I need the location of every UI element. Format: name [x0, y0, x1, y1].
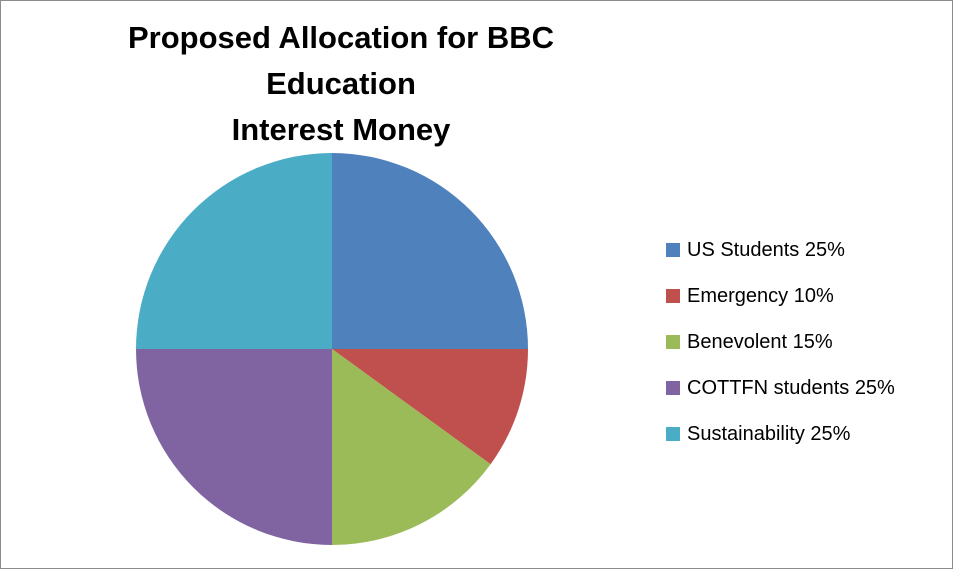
legend-swatch-sustainability [666, 427, 680, 441]
pie-slice-benevolent [332, 349, 491, 545]
pie-slice-sustainability [136, 153, 332, 349]
legend-swatch-benevolent [666, 335, 680, 349]
chart-title-line-1: Proposed Allocation for BBC Education [128, 20, 554, 101]
pie-slice-cottfn-students [136, 349, 332, 545]
legend-label-emergency: Emergency 10% [687, 285, 834, 307]
legend-label-cottfn-students: COTTFN students 25% [687, 377, 895, 399]
legend-swatch-emergency [666, 289, 680, 303]
pie-slice-us-students [332, 153, 528, 349]
legend-swatch-cottfn-students [666, 381, 680, 395]
legend-label-sustainability: Sustainability 25% [687, 423, 851, 445]
chart-title-line-2: Interest Money [231, 112, 451, 147]
chart-title: Proposed Allocation for BBC Education In… [61, 15, 621, 153]
legend-label-benevolent: Benevolent 15% [687, 331, 833, 353]
legend-label-us-students: US Students 25% [687, 239, 845, 261]
legend-swatch-us-students [666, 243, 680, 257]
pie-slice-emergency [332, 349, 528, 465]
